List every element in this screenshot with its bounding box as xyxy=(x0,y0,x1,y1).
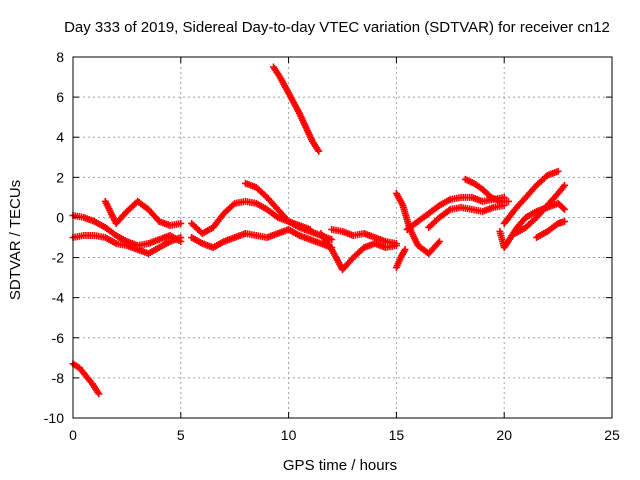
y-tick-label: -6 xyxy=(52,330,65,346)
grid xyxy=(73,57,612,418)
data-point xyxy=(315,147,323,155)
series-arc-5 xyxy=(188,197,314,237)
data-point xyxy=(554,167,562,175)
series-arc-10 xyxy=(328,225,400,248)
plot-frame xyxy=(72,56,613,419)
series-arc-3 xyxy=(69,231,185,258)
y-tick-label: 4 xyxy=(56,129,64,145)
y-tick-label: -8 xyxy=(52,370,65,386)
data-point xyxy=(505,197,513,205)
series-arc-19 xyxy=(533,217,569,241)
y-tick-label: -2 xyxy=(52,250,65,266)
data-point xyxy=(177,234,185,241)
y-tick-label: -4 xyxy=(52,290,65,306)
series-arc-1 xyxy=(69,360,103,398)
x-axis-label: GPS time / hours xyxy=(283,457,397,474)
x-tick-label: 0 xyxy=(69,427,77,443)
x-tick-label: 10 xyxy=(281,427,297,443)
series-arc-8 xyxy=(270,63,323,155)
y-tick-label: 6 xyxy=(56,89,64,105)
series-arc-15 xyxy=(461,175,513,205)
axis-ticks: 0 5 10 15 20 25 -10 -8 -6 -4 -2 0 2 4 6 8 xyxy=(44,49,620,443)
y-tick-label: 2 xyxy=(56,169,64,185)
series-arc-12 xyxy=(392,189,444,258)
data-point xyxy=(561,181,569,189)
data-point xyxy=(436,238,444,246)
series-arc-14 xyxy=(425,201,508,231)
x-tick-label: 15 xyxy=(389,427,405,443)
data-point xyxy=(392,240,400,248)
data-point xyxy=(561,217,569,225)
chart-title: Day 333 of 2019, Sidereal Day-to-day VTE… xyxy=(64,19,610,36)
series-arc-6 xyxy=(188,225,336,252)
data-point xyxy=(177,219,185,227)
series-arc-2 xyxy=(69,211,185,250)
series-arc-4 xyxy=(101,197,185,229)
series-arc-11 xyxy=(392,246,409,272)
y-tick-label: -10 xyxy=(44,410,64,426)
data-point xyxy=(95,390,103,398)
series-arc-18 xyxy=(511,181,569,237)
x-tick-label: 20 xyxy=(496,427,512,443)
data-point xyxy=(561,205,569,213)
x-tick-label: 5 xyxy=(177,427,185,443)
y-tick-label: 0 xyxy=(56,209,64,225)
data-layer xyxy=(69,63,569,398)
data-point xyxy=(559,204,567,212)
data-point xyxy=(328,236,336,244)
y-axis-label: SDTVAR / TECUs xyxy=(7,180,24,300)
series-arc-17 xyxy=(500,167,562,227)
y-tick-label: 8 xyxy=(56,49,64,65)
x-tick-label: 25 xyxy=(604,427,620,443)
data-point xyxy=(401,246,409,254)
data-point xyxy=(434,239,442,247)
